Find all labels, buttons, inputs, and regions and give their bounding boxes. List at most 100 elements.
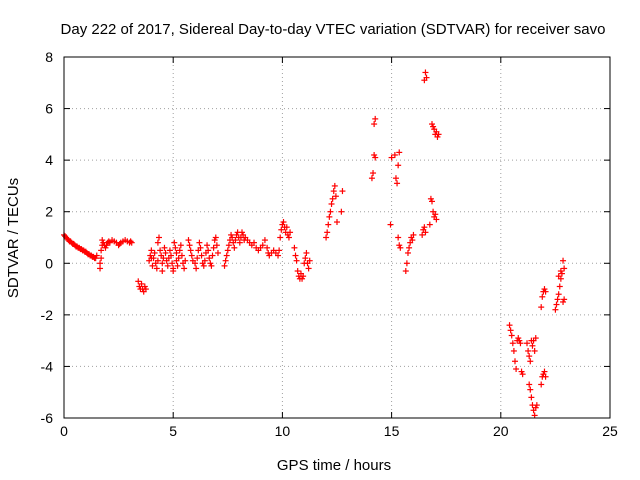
data-point: [291, 244, 298, 251]
data-point: [135, 278, 142, 285]
data-point: [116, 240, 123, 247]
data-point: [542, 373, 549, 380]
data-point: [552, 306, 559, 313]
y-tick-label: 2: [45, 204, 53, 220]
x-tick-label: 20: [493, 423, 509, 439]
data-point: [156, 234, 163, 241]
x-axis-label: GPS time / hours: [277, 457, 391, 474]
data-point: [338, 208, 345, 215]
data-point: [509, 340, 516, 347]
data-point: [526, 381, 533, 388]
data-point: [159, 260, 166, 267]
data-point: [170, 268, 177, 275]
data-point: [538, 304, 545, 311]
data-point: [392, 175, 399, 182]
data-point: [175, 255, 182, 262]
data-point: [326, 213, 333, 220]
data-point: [276, 247, 283, 254]
data-point: [331, 182, 338, 189]
data-point: [221, 262, 228, 269]
data-point: [435, 131, 442, 138]
data-point: [128, 239, 135, 246]
data-point: [519, 371, 526, 378]
y-tick-label: 8: [45, 49, 53, 65]
data-point: [192, 260, 199, 267]
data-point: [285, 234, 292, 241]
data-point: [394, 180, 401, 187]
plot-frame: [63, 56, 611, 419]
data-point: [181, 265, 188, 272]
data-point: [507, 327, 514, 334]
data-point: [187, 247, 194, 254]
data-point: [214, 249, 221, 256]
data-point: [231, 244, 238, 251]
data-point: [201, 257, 208, 264]
data-point: [200, 262, 207, 269]
data-point: [186, 242, 193, 249]
data-point: [275, 252, 282, 259]
data-point: [154, 239, 161, 246]
data-point: [105, 238, 112, 245]
data-point: [161, 244, 168, 251]
data-point: [426, 221, 433, 228]
data-point: [198, 252, 205, 259]
data-point: [153, 265, 160, 272]
data-point: [210, 244, 217, 251]
data-point: [541, 368, 548, 375]
data-point: [212, 234, 219, 241]
data-point: [370, 170, 377, 177]
data-point: [556, 283, 563, 290]
data-point: [222, 257, 229, 264]
data-point: [261, 237, 268, 244]
data-point: [555, 273, 562, 280]
data-point: [148, 247, 155, 254]
data-point: [330, 188, 337, 195]
data-point: [532, 335, 539, 342]
data-point: [334, 219, 340, 226]
data-point: [410, 231, 417, 238]
data-point: [196, 239, 203, 246]
data-point: [224, 247, 231, 254]
data-point: [98, 247, 105, 254]
data-point: [527, 358, 534, 365]
data-point: [188, 252, 195, 259]
data-point: [127, 238, 134, 245]
data-point: [371, 121, 378, 128]
data-point: [168, 252, 175, 259]
data-point: [283, 224, 290, 231]
data-point: [264, 244, 271, 251]
data-point: [305, 265, 312, 272]
data-point: [259, 242, 266, 249]
data-point: [306, 257, 313, 264]
data-point: [409, 237, 416, 244]
data-point: [169, 260, 176, 267]
data-point: [406, 244, 413, 251]
data-point: [177, 242, 184, 249]
data-point: [557, 268, 564, 275]
data-point: [178, 252, 185, 259]
data-point: [419, 231, 426, 238]
data-point: [397, 244, 404, 251]
data-point: [98, 255, 105, 262]
data-point: [151, 249, 158, 256]
x-tick-label: 0: [60, 423, 68, 439]
data-point: [529, 342, 536, 349]
data-point: [280, 219, 287, 226]
data-point: [223, 252, 230, 259]
data-point: [403, 260, 410, 267]
data-point: [176, 247, 183, 254]
data-point: [395, 234, 402, 241]
data-point: [93, 252, 100, 259]
grid: [64, 57, 610, 418]
data-point: [526, 353, 533, 360]
data-points: [61, 69, 568, 419]
data-point: [293, 257, 300, 264]
data-point: [388, 154, 395, 161]
data-point: [149, 262, 156, 269]
data-point: [404, 249, 411, 256]
data-point: [162, 249, 169, 256]
data-point: [303, 249, 310, 256]
data-point: [531, 347, 538, 354]
data-point: [159, 268, 166, 275]
data-point: [553, 301, 560, 308]
